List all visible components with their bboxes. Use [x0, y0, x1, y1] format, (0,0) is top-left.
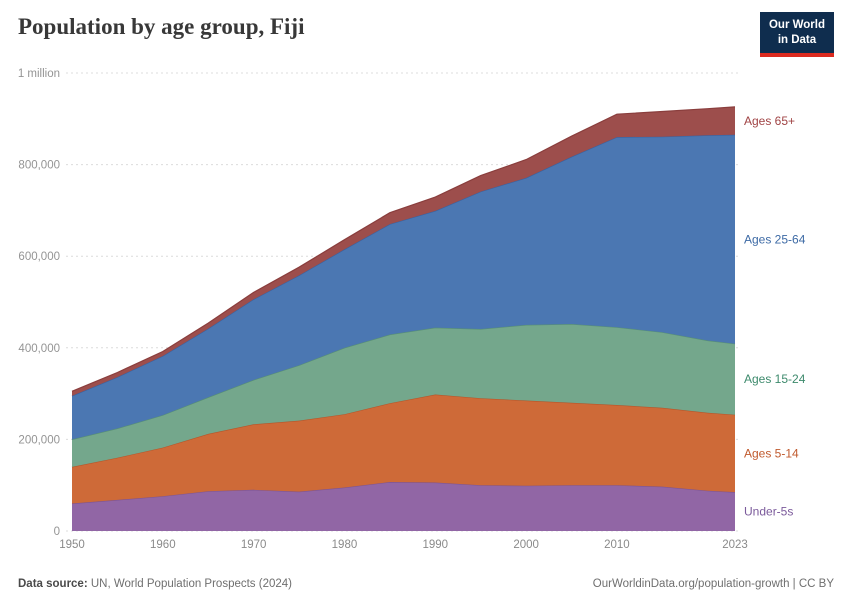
x-axis-tick-label: 1970 [241, 539, 267, 551]
data-source: Data source: UN, World Population Prospe… [18, 578, 292, 590]
series-label-ages-65: Ages 65+ [744, 114, 795, 128]
x-axis-tick-label: 1960 [150, 539, 176, 551]
y-axis-tick-label: 0 [54, 526, 60, 538]
area-under-5s [72, 482, 735, 531]
area-ages-65 [72, 106, 735, 396]
area-ages-15-24 [72, 324, 735, 467]
series-label-ages-25-64: Ages 25-64 [744, 232, 806, 246]
owid-link[interactable]: OurWorldinData.org/population-growth | C… [592, 578, 834, 590]
area-edge-ages-65 [71, 106, 736, 392]
owid-logo-line2: in Data [777, 33, 817, 46]
y-axis-tick-label: 600,000 [18, 251, 60, 263]
area-ages-5-14 [72, 394, 735, 504]
x-axis-tick-label: 2000 [513, 539, 539, 551]
y-axis-tick-label: 1 million [18, 68, 60, 80]
series-label-ages-15-24: Ages 15-24 [744, 372, 806, 386]
series-label-ages-5-14: Ages 5-14 [744, 446, 799, 460]
series-label-under-5s: Under-5s [744, 505, 793, 519]
x-axis-tick-label: 1980 [332, 539, 358, 551]
y-axis-tick-label: 800,000 [18, 160, 60, 172]
owid-logo[interactable]: Our World in Data [759, 12, 834, 57]
chart-footer: Data source: UN, World Population Prospe… [18, 578, 834, 590]
x-axis-tick-label: 2010 [604, 539, 630, 551]
stacked-area-chart: 0 200,000 400,000 600,000 800,000 1 million Un… [18, 68, 806, 551]
y-axis-tick-label: 200,000 [18, 434, 60, 446]
owid-logo-line1: Our World [768, 19, 825, 31]
x-axis-tick-label: 1990 [422, 539, 448, 551]
y-axis-tick-label: 400,000 [18, 343, 60, 355]
x-axis-tick-label: 1950 [59, 539, 85, 551]
x-axis-tick-label: 2023 [722, 539, 748, 551]
data-source-label: Data source: [18, 578, 88, 590]
data-source-text: UN, World Population Prospects (2024) [87, 578, 292, 590]
area-ages-25-64 [72, 134, 735, 440]
chart-title: Population by age group, Fiji [18, 14, 305, 39]
